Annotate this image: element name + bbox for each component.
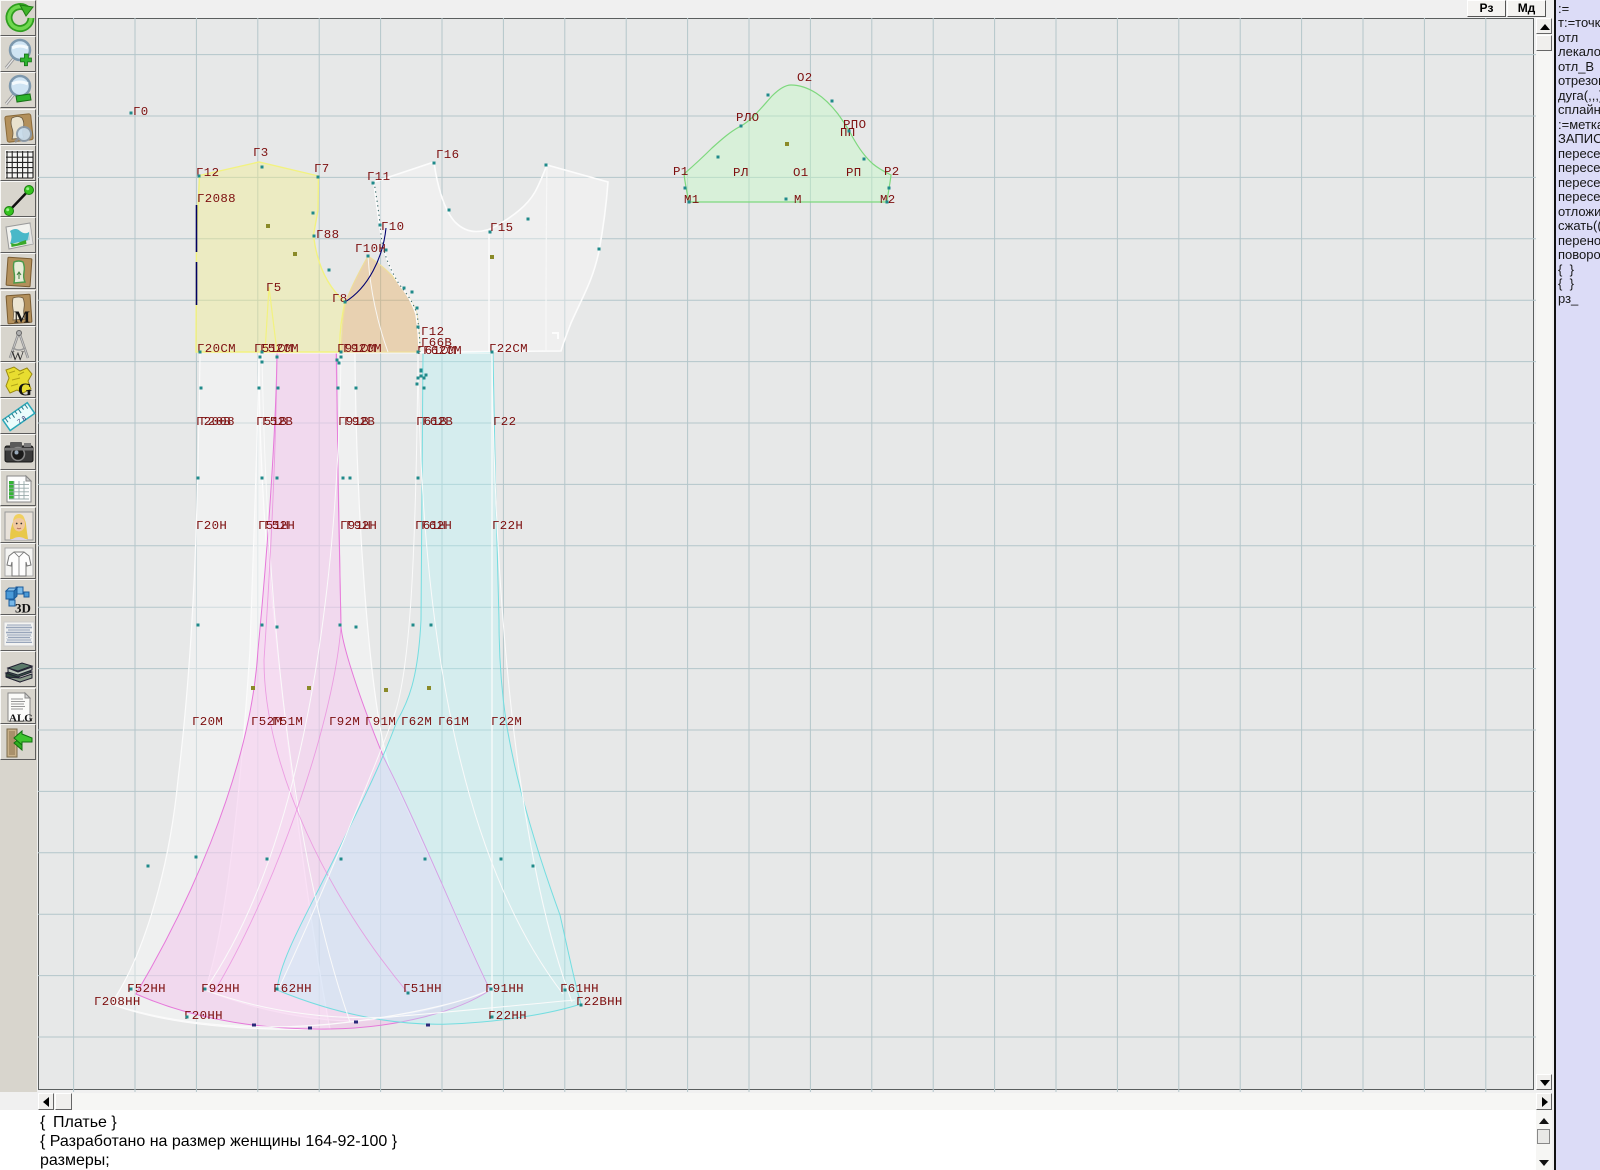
svg-text:Г52СМ: Г52СМ bbox=[260, 342, 299, 356]
svg-text:Г3: Г3 bbox=[253, 146, 269, 160]
svg-text:Г91М: Г91М bbox=[365, 715, 396, 729]
svg-text:ALG: ALG bbox=[9, 713, 33, 725]
svg-text:Г22НН: Г22НН bbox=[488, 1009, 527, 1023]
svg-text:Г22СМ: Г22СМ bbox=[489, 342, 528, 356]
svg-text:РП: РП bbox=[846, 166, 862, 180]
svg-text:Г62СМ: Г62СМ bbox=[423, 344, 462, 358]
svg-text:Г22Н: Г22Н bbox=[492, 519, 523, 533]
svg-text:Р2: Р2 bbox=[884, 165, 900, 179]
svg-text:M: M bbox=[14, 308, 30, 327]
svg-text:Г10: Г10 bbox=[381, 220, 404, 234]
svg-text:Г92В: Г92В bbox=[344, 415, 375, 429]
svg-text:Г91В: Г91В bbox=[338, 415, 369, 429]
svg-text:Г15: Г15 bbox=[490, 221, 513, 235]
svg-text:РЛО: РЛО bbox=[736, 111, 759, 125]
svg-text:Г61В: Г61В bbox=[416, 415, 447, 429]
svg-text:Г52Н: Г52Н bbox=[264, 519, 295, 533]
svg-text:Г8: Г8 bbox=[332, 292, 348, 306]
svg-text:Г62Н: Г62Н bbox=[421, 519, 452, 533]
svg-text:Г92СМ: Г92СМ bbox=[343, 342, 382, 356]
svg-text:Г22ВНН: Г22ВНН bbox=[576, 995, 623, 1009]
svg-text:Г20Н: Г20Н bbox=[196, 519, 227, 533]
svg-text:Г22М: Г22М bbox=[491, 715, 522, 729]
svg-text:Г62В: Г62В bbox=[422, 415, 453, 429]
svg-text:Г92Н: Г92Н bbox=[346, 519, 377, 533]
svg-text:М: М bbox=[794, 193, 802, 207]
svg-text:7 8: 7 8 bbox=[16, 415, 28, 426]
svg-text:Г66В: Г66В bbox=[421, 336, 452, 350]
svg-text:Г20М: Г20М bbox=[192, 715, 223, 729]
svg-text:Р1: Р1 bbox=[673, 165, 689, 179]
svg-text:Г62М: Г62М bbox=[401, 715, 432, 729]
svg-text:Г51СМ: Г51СМ bbox=[254, 342, 293, 356]
svg-text:РЛ: РЛ bbox=[733, 166, 749, 180]
svg-text:Г0: Г0 bbox=[133, 105, 149, 119]
svg-text:Г52В: Г52В bbox=[262, 415, 293, 429]
svg-text:Г51М: Г51М bbox=[272, 715, 303, 729]
svg-text:Г62НН: Г62НН bbox=[273, 982, 312, 996]
svg-text:Г2088: Г2088 bbox=[197, 192, 236, 206]
svg-text:Г20СМ: Г20СМ bbox=[197, 342, 236, 356]
svg-text:Г22: Г22 bbox=[493, 415, 516, 429]
svg-text:Г91Н: Г91Н bbox=[340, 519, 371, 533]
svg-text:Г61НН: Г61НН bbox=[560, 982, 599, 996]
svg-text:Г16: Г16 bbox=[436, 148, 459, 162]
svg-text:Г208НН: Г208НН bbox=[94, 995, 141, 1009]
svg-text:Г61М: Г61М bbox=[438, 715, 469, 729]
svg-text:Г20НН: Г20НН bbox=[184, 1009, 223, 1023]
svg-text:Г2008: Г2008 bbox=[196, 415, 235, 429]
svg-text:Г12: Г12 bbox=[421, 325, 444, 339]
svg-text:Г91СМ: Г91СМ bbox=[337, 342, 376, 356]
svg-text:Г7: Г7 bbox=[314, 162, 330, 176]
svg-text:Г88: Г88 bbox=[316, 228, 339, 242]
svg-text:Г12: Г12 bbox=[196, 166, 219, 180]
svg-text:Г61СМ: Г61СМ bbox=[417, 344, 456, 358]
svg-text:Г51В: Г51В bbox=[256, 415, 287, 429]
svg-text:РПО: РПО bbox=[843, 118, 866, 132]
svg-text:ПП: ПП bbox=[840, 126, 856, 140]
svg-text:Г92М: Г92М bbox=[329, 715, 360, 729]
svg-text:Г11: Г11 bbox=[367, 170, 390, 184]
svg-text:Г51НН: Г51НН bbox=[403, 982, 442, 996]
svg-text:Г61Н: Г61Н bbox=[415, 519, 446, 533]
svg-text:О1: О1 bbox=[793, 166, 809, 180]
svg-text:3D: 3D bbox=[15, 601, 31, 616]
svg-text:Г5: Г5 bbox=[266, 281, 282, 295]
svg-text:Г20В: Г20В bbox=[200, 415, 231, 429]
svg-text:М1: М1 bbox=[684, 193, 700, 207]
svg-text:Г51Н: Г51Н bbox=[258, 519, 289, 533]
svg-text:Г92НН: Г92НН bbox=[201, 982, 240, 996]
svg-text:О2: О2 bbox=[797, 71, 813, 85]
svg-text:М2: М2 bbox=[880, 193, 896, 207]
svg-text:Г10Н: Г10Н bbox=[355, 242, 386, 256]
svg-text:Г52НН: Г52НН bbox=[127, 982, 166, 996]
svg-text:W: W bbox=[11, 350, 25, 363]
svg-text:Г52М: Г52М bbox=[251, 715, 282, 729]
svg-text:G: G bbox=[18, 380, 32, 399]
svg-text:Г91НН: Г91НН bbox=[485, 982, 524, 996]
